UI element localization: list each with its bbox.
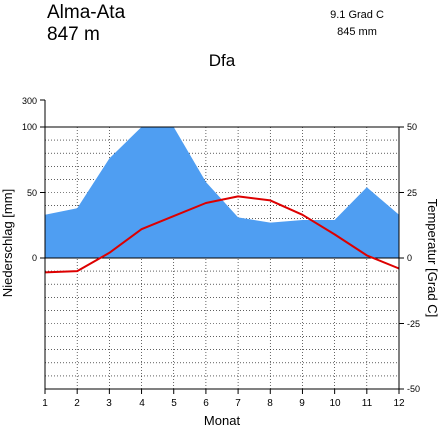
temp-tick-labels: 50 25 0 -25 -50 bbox=[407, 122, 420, 394]
month-label-9: 9 bbox=[299, 398, 305, 409]
y-axis-label-right: Temperatur [Grad C] bbox=[425, 199, 439, 318]
precip-tick-0: 0 bbox=[32, 253, 37, 263]
x-axis-label: Monat bbox=[204, 413, 241, 428]
temperature-line bbox=[44, 195, 400, 274]
precip-tick-300: 300 bbox=[22, 96, 37, 106]
axis-ticks bbox=[40, 99, 404, 394]
climate-class: Dfa bbox=[209, 51, 236, 70]
month-label-8: 8 bbox=[267, 398, 273, 409]
month-label-3: 3 bbox=[106, 398, 112, 409]
month-label-6: 6 bbox=[203, 398, 209, 409]
precip-tick-100: 100 bbox=[22, 122, 37, 132]
month-label-10: 10 bbox=[329, 398, 341, 409]
station-elevation: 847 m bbox=[47, 24, 100, 45]
precip-tick-50: 50 bbox=[27, 188, 37, 198]
month-label-4: 4 bbox=[139, 398, 145, 409]
temp-tick-0: 0 bbox=[407, 253, 412, 263]
annual-temperature: 9.1 Grad C bbox=[330, 9, 384, 21]
y-axis-label-left: Niederschlag [mm] bbox=[0, 189, 15, 297]
station-name: Alma-Ata bbox=[47, 2, 126, 23]
month-labels: 1 2 3 4 5 6 7 8 9 10 11 12 bbox=[42, 398, 405, 409]
month-label-11: 11 bbox=[362, 398, 373, 409]
temp-tick-minus25: -25 bbox=[407, 319, 420, 329]
month-label-1: 1 bbox=[42, 398, 48, 409]
precipitation-area bbox=[45, 127, 399, 258]
temp-tick-minus50: -50 bbox=[407, 384, 420, 394]
month-label-2: 2 bbox=[74, 398, 80, 409]
month-label-12: 12 bbox=[393, 398, 405, 409]
precip-tick-labels: 300 100 50 0 bbox=[22, 96, 37, 263]
annual-precipitation: 845 mm bbox=[337, 26, 377, 38]
month-label-5: 5 bbox=[171, 398, 177, 409]
month-label-7: 7 bbox=[235, 398, 241, 409]
temp-tick-25: 25 bbox=[407, 188, 417, 198]
temp-tick-50: 50 bbox=[407, 122, 417, 132]
